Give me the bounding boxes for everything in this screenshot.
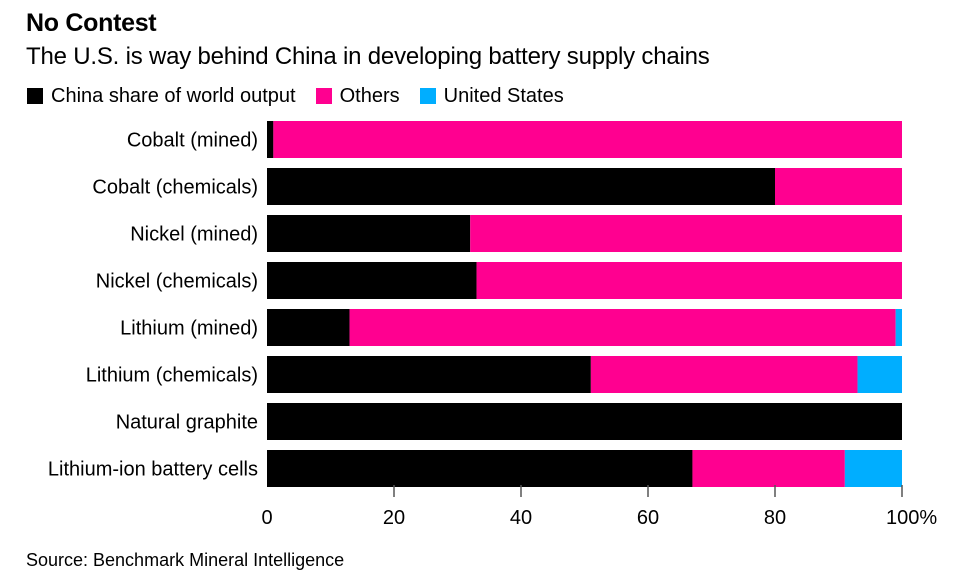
x-tick-label-20: 20: [383, 507, 405, 529]
bar-lithium-ion-battery-cells-china-share-of-world-output: [267, 450, 693, 487]
chart-legend: China share of world output Others Unite…: [27, 84, 584, 108]
bar-nickel-mined-china-share-of-world-output: [267, 215, 471, 252]
category-label-nickel-mined: Nickel (mined): [130, 224, 258, 246]
category-labels: Cobalt (mined) Cobalt (chemicals) Nickel (…: [48, 130, 258, 481]
category-label-lithium-chemicals: Lithium (chemicals): [86, 365, 258, 387]
bar-lithium-mined-united-states: [895, 309, 902, 346]
bar-nickel-mined-others: [470, 215, 902, 252]
x-axis: 0 20 40 60 80 100%: [261, 485, 937, 529]
bar-cobalt-chemicals-others: [775, 168, 902, 205]
bar-lithium-chemicals-china-share-of-world-output: [267, 356, 591, 393]
chart-source: Source: Benchmark Mineral Intelligence: [26, 550, 345, 570]
bar-cobalt-mined-china-share-of-world-output: [267, 121, 274, 158]
category-label-lithium-mined: Lithium (mined): [120, 318, 258, 340]
x-tick-label-40: 40: [510, 507, 532, 529]
bar-lithium-ion-battery-cells-others: [692, 450, 845, 487]
category-label-cobalt-chemicals: Cobalt (chemicals): [92, 177, 258, 199]
bar-cobalt-mined-others: [273, 121, 903, 158]
x-tick-label-0: 0: [261, 507, 272, 529]
category-label-nickel-chemicals: Nickel (chemicals): [96, 271, 258, 293]
x-tick-label-100: 100%: [886, 507, 937, 529]
bar-lithium-chemicals-united-states: [857, 356, 902, 393]
bars-group: [267, 121, 903, 487]
bar-nickel-chemicals-china-share-of-world-output: [267, 262, 477, 299]
category-label-lithium-ion-battery-cells: Lithium-ion battery cells: [48, 459, 258, 481]
legend-swatch-others: [315, 88, 332, 104]
legend-item-others: Others: [315, 84, 400, 108]
bar-cobalt-chemicals-china-share-of-world-output: [267, 168, 775, 205]
bar-natural-graphite-china-share-of-world-output: [267, 403, 902, 440]
legend-swatch-united-states: [419, 88, 436, 104]
legend-item-china: China share of world output: [27, 84, 296, 108]
x-tick-label-60: 60: [637, 507, 659, 529]
legend-swatch-china: [27, 88, 43, 104]
legend-label-others: Others: [339, 85, 400, 107]
legend-label-united-states: United States: [443, 85, 564, 107]
bar-lithium-ion-battery-cells-united-states: [844, 450, 902, 487]
chart-title: No Contest: [26, 9, 157, 37]
bar-nickel-chemicals-others: [476, 262, 902, 299]
category-label-natural-graphite: Natural graphite: [116, 412, 258, 434]
bar-lithium-mined-china-share-of-world-output: [267, 309, 350, 346]
category-label-cobalt-mined: Cobalt (mined): [127, 130, 258, 152]
chart-subtitle: The U.S. is way behind China in developi…: [26, 43, 710, 70]
bar-lithium-chemicals-others: [590, 356, 858, 393]
legend-label-china: China share of world output: [51, 85, 296, 107]
legend-item-united-states: United States: [419, 84, 564, 108]
x-tick-label-80: 80: [764, 507, 786, 529]
bar-lithium-mined-others: [349, 309, 896, 346]
